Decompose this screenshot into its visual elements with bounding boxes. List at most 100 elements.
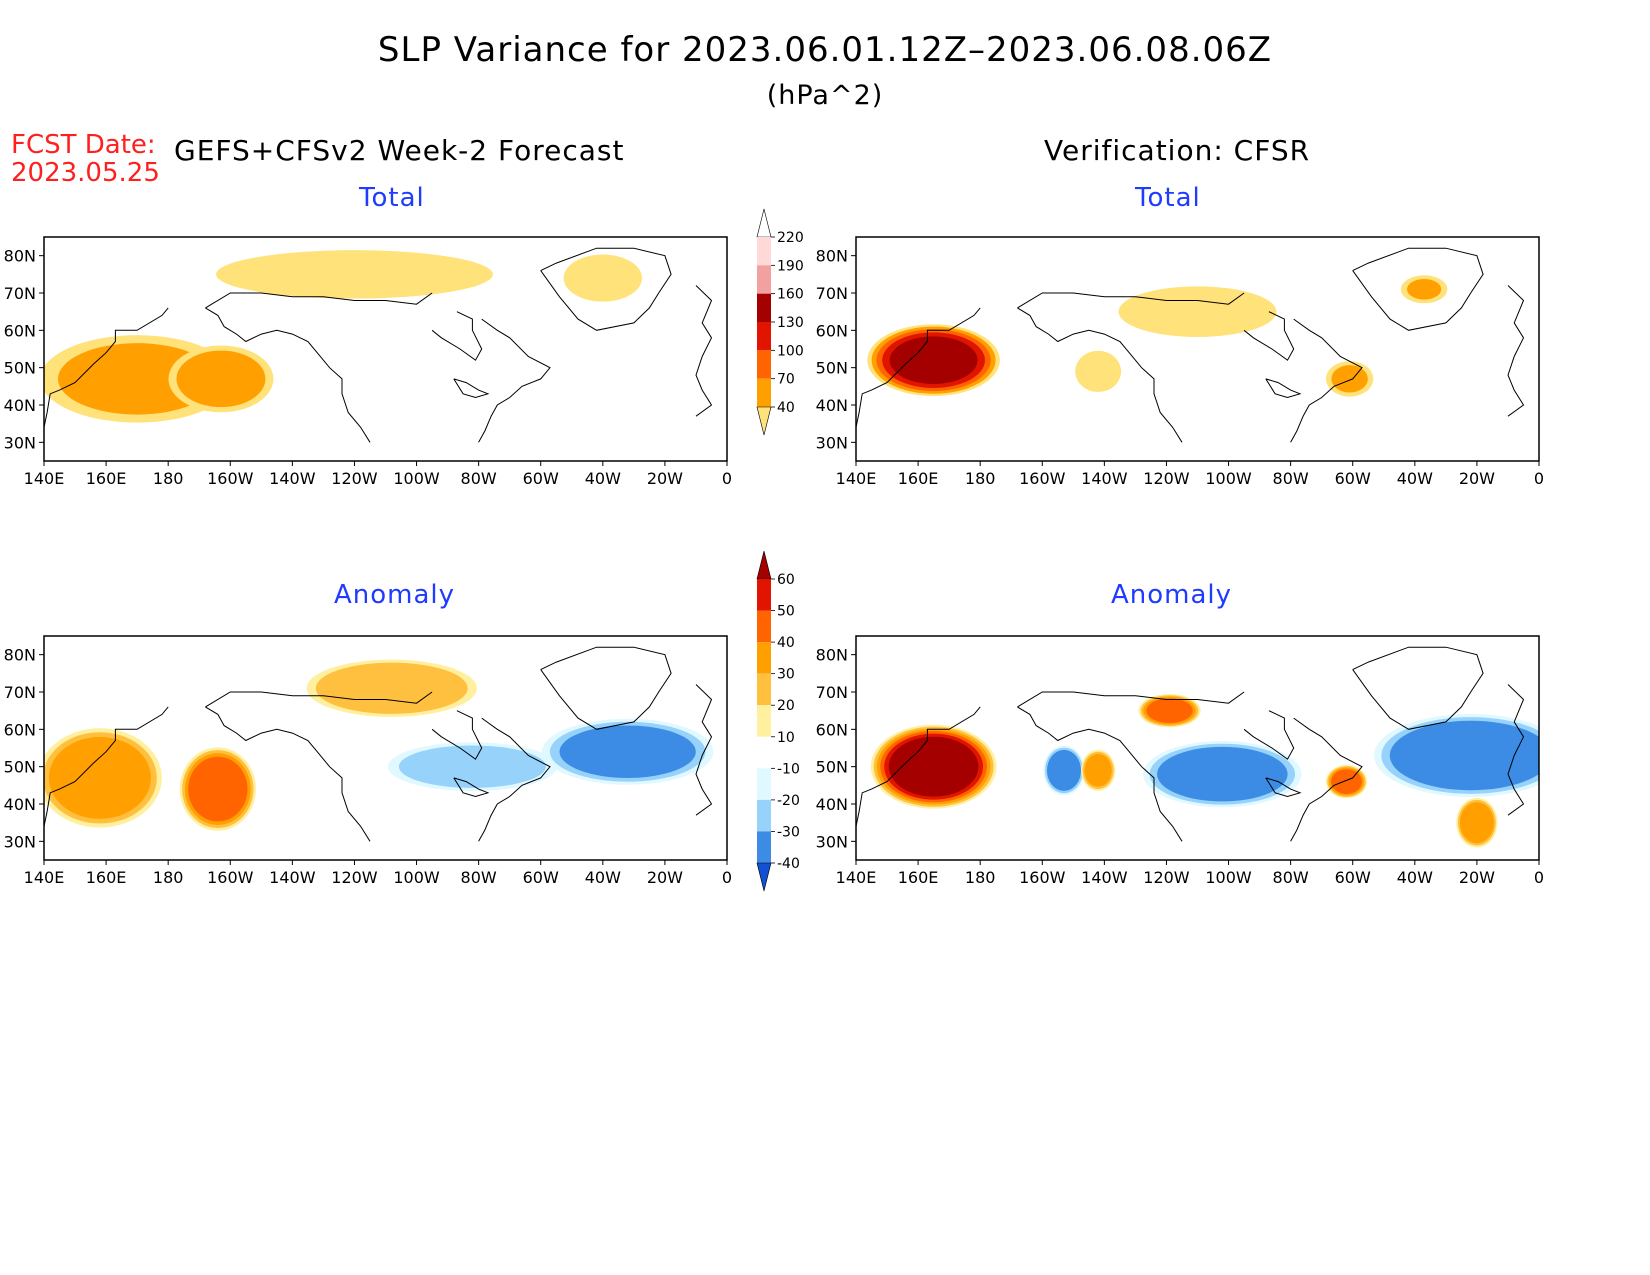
y-tick-label: 50N <box>816 359 848 378</box>
x-tick-label: 180 <box>153 469 184 488</box>
colorbar-label: 70 <box>777 372 795 388</box>
verification-header: Verification: CFSR <box>1044 134 1311 167</box>
y-tick-label: 40N <box>4 795 36 814</box>
coastline <box>453 777 490 798</box>
colorbar-label: 160 <box>777 287 804 303</box>
coastline <box>540 247 672 331</box>
x-tick-label: 80W <box>1273 868 1309 887</box>
map-frame <box>43 635 728 861</box>
y-tick-label: 60N <box>816 720 848 739</box>
map-frame <box>855 236 1540 462</box>
x-tick-label: 160W <box>207 469 254 488</box>
colorbar-segment <box>757 642 771 674</box>
colorbar-segment <box>757 799 771 832</box>
coastline <box>205 292 433 309</box>
panel-title-verification-anomaly: Anomaly <box>1111 580 1233 610</box>
forecast-header: GEFS+CFSv2 Week-2 Forecast <box>174 134 625 167</box>
y-tick-label: 30N <box>816 832 848 851</box>
colorbar-label: 10 <box>777 730 795 746</box>
colorbar-segment <box>757 831 771 863</box>
units-subtitle: (hPa^2) <box>766 80 884 111</box>
page-title: SLP Variance for 2023.06.01.12Z–2023.06.… <box>377 30 1273 70</box>
x-tick-label: 20W <box>1459 868 1495 887</box>
x-tick-label: 180 <box>153 868 184 887</box>
contour-fill-group <box>44 659 714 831</box>
panel-title-verification-total: Total <box>1135 183 1201 213</box>
y-tick-label: 70N <box>4 683 36 702</box>
coastline <box>44 307 169 428</box>
x-tick-label: 140W <box>1081 469 1128 488</box>
colorbar-segment <box>757 265 771 294</box>
contour-band <box>1046 749 1082 791</box>
contour-band <box>559 725 696 778</box>
x-tick-label: 160W <box>1019 469 1066 488</box>
colorbar-segment <box>757 768 771 800</box>
y-tick-label: 70N <box>816 683 848 702</box>
x-tick-label: 20W <box>647 868 683 887</box>
colorbar-label: 100 <box>777 343 804 359</box>
y-tick-label: 80N <box>4 247 36 266</box>
contour-fill-group <box>870 694 1539 848</box>
colorbar-segment <box>757 237 771 266</box>
y-tick-label: 30N <box>4 433 36 452</box>
contour-band <box>889 336 978 384</box>
x-tick-label: 160E <box>898 868 939 887</box>
contour-band <box>216 250 493 299</box>
y-tick-label: 60N <box>816 321 848 340</box>
coastline <box>695 684 713 816</box>
x-tick-label: 20W <box>1459 469 1495 488</box>
x-tick-label: 60W <box>1335 469 1371 488</box>
y-tick-label: 80N <box>816 646 848 665</box>
x-tick-label: 60W <box>523 868 559 887</box>
colorbar-label: -30 <box>777 824 800 840</box>
coastline <box>1017 307 1183 443</box>
y-tick-label: 50N <box>4 359 36 378</box>
panel-title-forecast-anomaly: Anomaly <box>334 580 456 610</box>
contour-band <box>176 350 266 408</box>
colorbar-segment <box>757 610 771 643</box>
colorbar-segment <box>757 673 771 706</box>
coastline <box>1507 684 1525 816</box>
colorbar-segment <box>757 705 771 737</box>
colorbar-segment <box>757 293 771 322</box>
coastline <box>856 307 981 428</box>
contour-band <box>48 736 151 819</box>
contour-band <box>398 745 546 788</box>
coastline <box>205 706 371 842</box>
coastline <box>431 311 483 361</box>
colorbar-label: 220 <box>777 230 804 246</box>
contour-band <box>1407 278 1442 300</box>
coastline <box>1017 706 1183 842</box>
x-tick-label: 140E <box>836 469 877 488</box>
fcst-date-value: 2023.05.25 <box>11 158 160 188</box>
y-tick-label: 40N <box>4 396 36 415</box>
contour-band <box>1157 746 1288 802</box>
contour-band <box>1389 720 1539 791</box>
x-tick-label: 120W <box>331 868 378 887</box>
colorbar-label: -10 <box>777 761 800 777</box>
coastline <box>1352 646 1484 730</box>
y-tick-label: 50N <box>816 758 848 777</box>
x-tick-label: 140E <box>836 868 877 887</box>
coastline <box>205 307 371 443</box>
y-tick-label: 80N <box>816 247 848 266</box>
contour-band <box>1084 754 1112 787</box>
x-tick-label: 60W <box>1335 868 1371 887</box>
coastline <box>478 318 551 443</box>
x-tick-label: 160E <box>86 868 127 887</box>
x-tick-label: 140W <box>269 469 316 488</box>
contour-band <box>1146 698 1193 724</box>
x-tick-label: 120W <box>1143 868 1190 887</box>
contour-band <box>1075 350 1122 393</box>
colorbar-label: 50 <box>777 604 795 620</box>
coastline <box>1352 247 1484 331</box>
colorbar-segment <box>757 350 771 379</box>
x-tick-label: 40W <box>1397 469 1433 488</box>
colorbar-segment <box>757 322 771 351</box>
map-frame <box>43 236 728 462</box>
x-tick-label: 80W <box>1273 469 1309 488</box>
